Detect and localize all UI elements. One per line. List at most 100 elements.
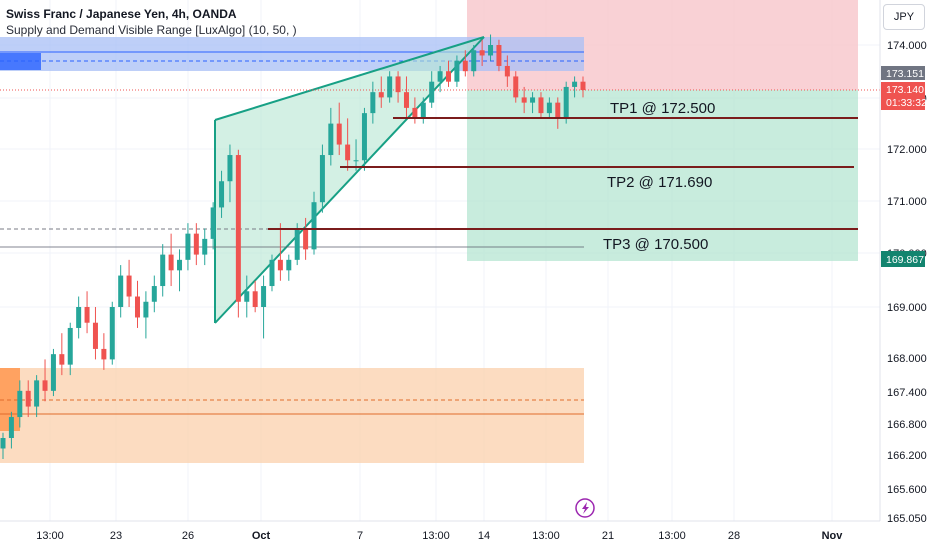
candle-body: [219, 181, 225, 208]
candle-body: [185, 233, 191, 260]
chart-legend: Swiss Franc / Japanese Yen, 4h, OANDA Su…: [6, 6, 297, 38]
price-tag-a: [881, 66, 925, 80]
candle-body: [134, 296, 140, 318]
candle-body: [429, 81, 435, 103]
candle-body: [446, 71, 452, 82]
candle-body: [345, 144, 351, 161]
time-axis-ticks: 13:00 23 26 Oct 7 13:00 14 13:00 21 13:00 28 Nov: [36, 530, 843, 542]
candle-body: [252, 291, 258, 307]
indicator-title[interactable]: Supply and Demand Visible Range [LuxAlgo…: [6, 23, 297, 37]
candle-body: [8, 417, 14, 438]
candle-body: [319, 155, 325, 203]
price-tag-c: [881, 251, 925, 267]
candle-body: [160, 254, 166, 287]
price-tick-label: 168.000: [887, 353, 927, 365]
candle-body: [286, 259, 292, 271]
price-tick-label: 167.400: [887, 387, 927, 399]
time-tick-label: 26: [182, 530, 194, 542]
time-tick-label: Nov: [822, 530, 844, 542]
candle-body: [513, 76, 519, 98]
candle-body: [572, 81, 578, 87]
candle-body: [168, 254, 174, 271]
candle-body: [488, 45, 494, 56]
wedge-upper-line: [214, 36, 485, 121]
candle-body: [269, 259, 275, 287]
price-tick-label: 165.050: [887, 513, 927, 525]
candle-body: [403, 92, 409, 108]
candle-body: [25, 390, 31, 407]
candle-body: [496, 45, 502, 66]
time-tick-label: 13:00: [36, 530, 64, 542]
candle-body: [50, 354, 56, 391]
candle-body: [34, 380, 40, 407]
candle-body: [151, 286, 157, 302]
price-tick-label: 171.000: [887, 196, 927, 208]
candle-body: [538, 97, 544, 114]
candle-body: [101, 348, 107, 360]
candle-body: [227, 155, 233, 182]
price-tag-b-text: 173.140: [886, 84, 924, 96]
time-tick-label: 28: [728, 530, 740, 542]
candle-body: [378, 92, 384, 98]
supply-zone-core: [0, 53, 41, 70]
lightning-icon: [582, 502, 589, 514]
time-axis[interactable]: [0, 521, 880, 550]
time-tick-label: 7: [357, 530, 363, 542]
candle-body: [92, 322, 98, 349]
candle-body: [563, 86, 569, 119]
candle-body: [17, 390, 23, 418]
price-tick-label: 174.000: [887, 40, 927, 52]
candle-body: [210, 207, 216, 239]
candle-body: [580, 81, 586, 91]
candle-body: [530, 97, 536, 103]
supply-zone: [0, 37, 584, 71]
candle-body: [244, 291, 250, 302]
candle-body: [462, 60, 468, 72]
currency-button[interactable]: JPY: [883, 4, 925, 30]
candle-body: [261, 286, 267, 307]
price-tick-label: 166.200: [887, 450, 927, 462]
candle-body: [193, 233, 199, 255]
tp1-label: TP1 @ 172.500: [610, 100, 715, 117]
price-tick-label: 166.800: [887, 419, 927, 431]
candle-body: [311, 202, 317, 250]
candle-body: [504, 65, 510, 77]
tp3-label: TP3 @ 170.500: [603, 236, 708, 253]
candle-body: [471, 50, 477, 72]
candle-body: [521, 97, 527, 103]
candle-body: [303, 228, 309, 250]
candle-body: [395, 76, 401, 93]
price-tag-c-text: 169.867: [886, 254, 924, 266]
candle-body: [42, 380, 48, 391]
candle-body: [76, 307, 82, 328]
candle-body: [387, 76, 393, 98]
candle-body: [118, 275, 124, 307]
wedge-lower-line: [214, 36, 485, 324]
symbol-title[interactable]: Swiss Franc / Japanese Yen, 4h, OANDA: [6, 7, 237, 21]
time-tick-label: Oct: [252, 530, 271, 542]
price-tag-a-text: 173.151: [886, 68, 924, 80]
candle-body: [59, 354, 65, 365]
price-tag-b: [881, 82, 925, 110]
candle-body: [454, 60, 460, 82]
candle-body: [336, 123, 342, 145]
candle-body: [437, 71, 443, 82]
price-tick-label: 172.000: [887, 144, 927, 156]
candle-body: [546, 102, 552, 114]
candle-body: [84, 307, 90, 323]
candle-body: [294, 228, 300, 260]
candle-body: [143, 301, 149, 318]
candle-body: [353, 160, 359, 162]
candle-body: [370, 92, 376, 114]
candle-body: [412, 107, 418, 119]
candle-body: [202, 238, 208, 255]
time-tick-label: 13:00: [422, 530, 450, 542]
candle-body: [328, 123, 334, 156]
candle-body: [109, 307, 115, 360]
time-tick-label: 13:00: [532, 530, 560, 542]
price-tick-label: 165.600: [887, 484, 927, 496]
countdown-text: 01:33:32: [886, 97, 927, 109]
time-tick-label: 13:00: [658, 530, 686, 542]
